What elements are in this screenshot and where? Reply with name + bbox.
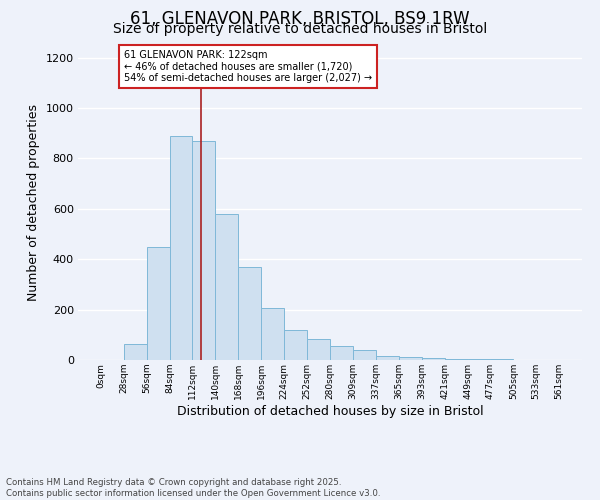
Bar [422, 358, 445, 360]
Bar [261, 308, 284, 360]
Bar [353, 350, 376, 360]
Bar [146, 246, 170, 360]
Bar [467, 359, 490, 360]
Bar [399, 358, 422, 360]
X-axis label: Distribution of detached houses by size in Bristol: Distribution of detached houses by size … [176, 404, 484, 417]
Bar [445, 358, 467, 360]
Bar [193, 141, 215, 360]
Bar [307, 338, 329, 360]
Bar [124, 344, 146, 360]
Bar [238, 267, 261, 360]
Bar [215, 214, 238, 360]
Text: 61 GLENAVON PARK: 122sqm
← 46% of detached houses are smaller (1,720)
54% of sem: 61 GLENAVON PARK: 122sqm ← 46% of detach… [124, 50, 372, 83]
Text: Contains HM Land Registry data © Crown copyright and database right 2025.
Contai: Contains HM Land Registry data © Crown c… [6, 478, 380, 498]
Bar [284, 330, 307, 360]
Bar [170, 136, 193, 360]
Y-axis label: Number of detached properties: Number of detached properties [27, 104, 40, 301]
Bar [329, 346, 353, 360]
Bar [376, 356, 399, 360]
Text: Size of property relative to detached houses in Bristol: Size of property relative to detached ho… [113, 22, 487, 36]
Text: 61, GLENAVON PARK, BRISTOL, BS9 1RW: 61, GLENAVON PARK, BRISTOL, BS9 1RW [130, 10, 470, 28]
